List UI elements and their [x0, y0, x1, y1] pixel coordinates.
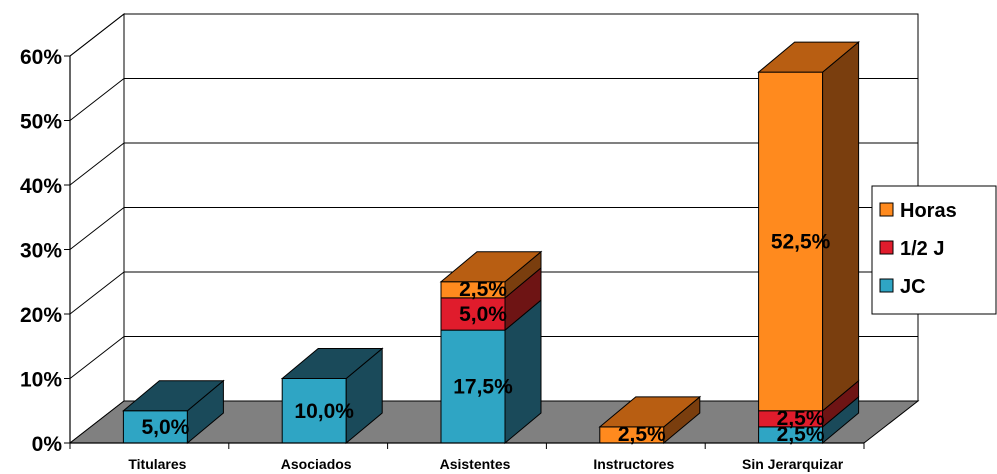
gridline-side [69, 142, 125, 186]
bar-asistentes-horas [440, 250, 542, 299]
y-tick-label: 10% [20, 369, 62, 392]
bar-side [822, 41, 860, 412]
legend-label: Horas [900, 200, 957, 222]
data-label-asociados-jc: 10,0% [294, 400, 354, 423]
legend-item-horas: Horas [879, 200, 957, 222]
legend-swatch [879, 278, 894, 293]
bar-top-asociados [280, 348, 384, 379]
bar-instructores-horas [599, 395, 701, 445]
data-label-sin-jerarquizar-jc: 2,5% [777, 423, 825, 446]
x-tick-label-sin-jerarquizar: Sin Jerarquizar [742, 456, 844, 472]
gridline-side [69, 207, 125, 250]
y-tick-label: 30% [20, 240, 62, 263]
bar-top-instructores [598, 396, 702, 428]
gridline-side [69, 336, 125, 379]
legend: Horas 1/2 J JC [871, 185, 997, 315]
x-tick-label-titulares: Titulares [128, 456, 186, 472]
bar-asistentes-1-2-j [440, 266, 542, 332]
y-tick-label: 60% [20, 46, 62, 69]
gridline-side [69, 78, 125, 121]
y-tick-label: 40% [20, 175, 62, 198]
x-tick-label-asistentes: Asistentes [440, 456, 511, 472]
bar-sin-jerarquizar-horas [758, 41, 860, 412]
data-label-sin-jerarquizar-1-2-j: 2,5% [777, 407, 825, 430]
x-tick-label-instructores: Instructores [593, 456, 674, 472]
x-tick-label-asociados: Asociados [281, 456, 352, 472]
bar-asociados-jc [281, 347, 383, 445]
bar-sin-jerarquizar-1-2-j [758, 379, 860, 428]
bar-front [758, 71, 824, 412]
bar-titulares-jc [122, 379, 224, 445]
legend-swatch [879, 240, 894, 255]
data-label-titulares-jc: 5,0% [141, 416, 189, 439]
y-tick-label: 50% [20, 111, 62, 134]
bar-sin-jerarquizar-jc [758, 395, 860, 445]
y-tick-label: 20% [20, 304, 62, 327]
bar-front [122, 410, 188, 444]
legend-label: 1/2 J [900, 238, 944, 260]
bars [122, 41, 860, 445]
gridline-side [69, 271, 125, 315]
legend-item-jc: JC [879, 276, 926, 298]
bar-asistentes-jc [440, 299, 542, 445]
data-label-asistentes-horas: 2,5% [459, 278, 507, 301]
bar-front [440, 329, 506, 444]
data-label-asistentes-jc: 17,5% [453, 376, 513, 399]
gridline-side [69, 13, 125, 57]
bar-top-titulares [122, 380, 225, 412]
bar-top-sin-jerarquizar [757, 41, 860, 73]
x-axis: Titulares Asociados Asistentes Instructores… [69, 442, 865, 472]
legend-swatch [879, 202, 894, 217]
legend-item-1-2-j: 1/2 J [879, 238, 944, 260]
legend-label: JC [900, 276, 926, 298]
y-axis: 0% 10% 20% 30% 40% 50% 60% [20, 46, 71, 456]
data-label-instructores-horas: 2,5% [618, 423, 666, 446]
data-label-sin-jerarquizar-horas: 52,5% [771, 230, 831, 253]
y-tick-label: 0% [32, 433, 63, 456]
data-label-asistentes-1-2-j: 5,0% [459, 303, 507, 326]
data-labels: 5,0%10,0%17,5%5,0%2,5%2,5% 2,5%2,5%52,5% [141, 230, 830, 446]
bar-top-asistentes [439, 251, 543, 283]
